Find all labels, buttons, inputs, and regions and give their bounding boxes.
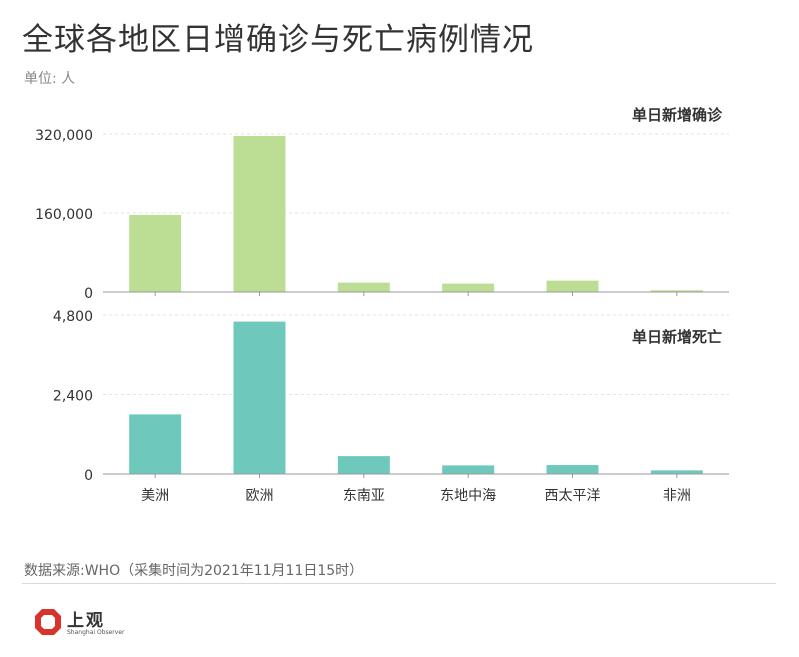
- category-label: 欧洲: [246, 488, 274, 504]
- unit-label: 单位: 人: [24, 71, 76, 87]
- data-source: 数据来源:WHO（采集时间为2021年11月11日15时）: [24, 563, 364, 579]
- cases-bar-2: [233, 135, 286, 292]
- deaths-bar-1: [129, 414, 182, 474]
- deaths-bar-3: [337, 456, 390, 474]
- cases-bar-5: [546, 280, 599, 292]
- cases-bar-3: [337, 282, 390, 292]
- page-title: 全球各地区日增确诊与死亡病例情况: [22, 22, 534, 58]
- deaths-ytick-label: 0: [84, 468, 93, 484]
- cases-ytick-label: 320,000: [35, 128, 93, 144]
- deaths-series-title: 单日新增死亡: [632, 328, 722, 346]
- logo-text-cn: 上观: [67, 611, 105, 631]
- logo-text-en: Shanghai Observer: [67, 629, 125, 636]
- logo: 上观 Shanghai Observer: [34, 606, 144, 646]
- deaths-bar-4: [442, 465, 495, 474]
- cases-series-title: 单日新增确诊: [632, 106, 723, 124]
- logo-mark-icon: [35, 609, 61, 635]
- category-label: 美洲: [141, 488, 169, 504]
- deaths-bar-2: [233, 321, 286, 474]
- cases-bar-4: [442, 283, 495, 292]
- category-label: 东地中海: [440, 488, 496, 504]
- footer-divider: [22, 583, 776, 584]
- deaths-bar-6: [650, 470, 703, 474]
- deaths-ytick-label: 4,800: [53, 309, 93, 325]
- deaths-ytick-label: 2,400: [53, 389, 93, 405]
- category-label: 非洲: [663, 488, 691, 504]
- cases-bar-6: [650, 290, 703, 292]
- deaths-bar-5: [546, 465, 599, 474]
- cases-ytick-label: 0: [84, 286, 93, 302]
- cases-ytick-label: 160,000: [35, 207, 93, 223]
- bar-charts: 0 160,000 320,000 单日新增确诊 0 2,400 4,800 单日新增死亡美洲…: [35, 106, 729, 504]
- category-label: 西太平洋: [545, 488, 601, 504]
- cases-bar-1: [129, 214, 182, 292]
- category-label: 东南亚: [343, 488, 385, 504]
